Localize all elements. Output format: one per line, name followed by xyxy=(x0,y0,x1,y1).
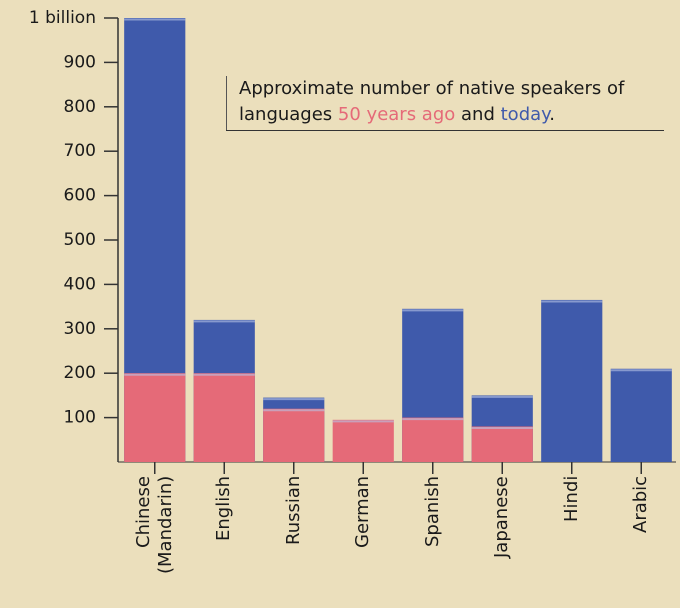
bar xyxy=(471,426,533,462)
bar xyxy=(263,408,325,462)
x-tick-label: Japanese xyxy=(491,476,513,558)
annotation-text: . xyxy=(549,104,555,125)
annotation-text: Approximate number of native speakers of… xyxy=(239,78,625,125)
x-tick-label: Russian xyxy=(282,476,304,546)
y-tick-label: 1 billion xyxy=(29,8,96,28)
y-tick-label: 600 xyxy=(64,186,96,206)
legend-entry: 50 years ago xyxy=(337,104,456,125)
bar xyxy=(124,373,186,462)
x-tick-label: Spanish xyxy=(421,476,443,548)
x-tick-label: Hindi xyxy=(560,476,582,523)
y-tick-label: 200 xyxy=(64,363,96,383)
y-tick-label: 900 xyxy=(64,52,96,72)
bar xyxy=(610,368,672,462)
y-tick-label: 100 xyxy=(64,408,96,428)
y-tick-label: 500 xyxy=(64,230,96,250)
x-tick-label: German xyxy=(352,476,374,549)
y-tick-label: 700 xyxy=(64,141,96,161)
x-tick-label: Chinese (Mandarin) xyxy=(132,476,176,575)
annotation: Approximate number of native speakers of… xyxy=(226,76,679,130)
annotation-text: and xyxy=(461,104,495,125)
annotation-rule xyxy=(226,130,664,131)
y-tick-label: 800 xyxy=(64,97,96,117)
y-tick-label: 400 xyxy=(64,274,96,294)
bar xyxy=(193,373,255,462)
y-tick-label: 300 xyxy=(64,319,96,339)
x-tick-label: English xyxy=(213,476,235,541)
bar xyxy=(402,417,464,462)
bar xyxy=(541,299,603,462)
x-tick-label: Arabic xyxy=(630,476,652,534)
legend-entry: today xyxy=(500,104,550,125)
bar xyxy=(332,419,394,462)
